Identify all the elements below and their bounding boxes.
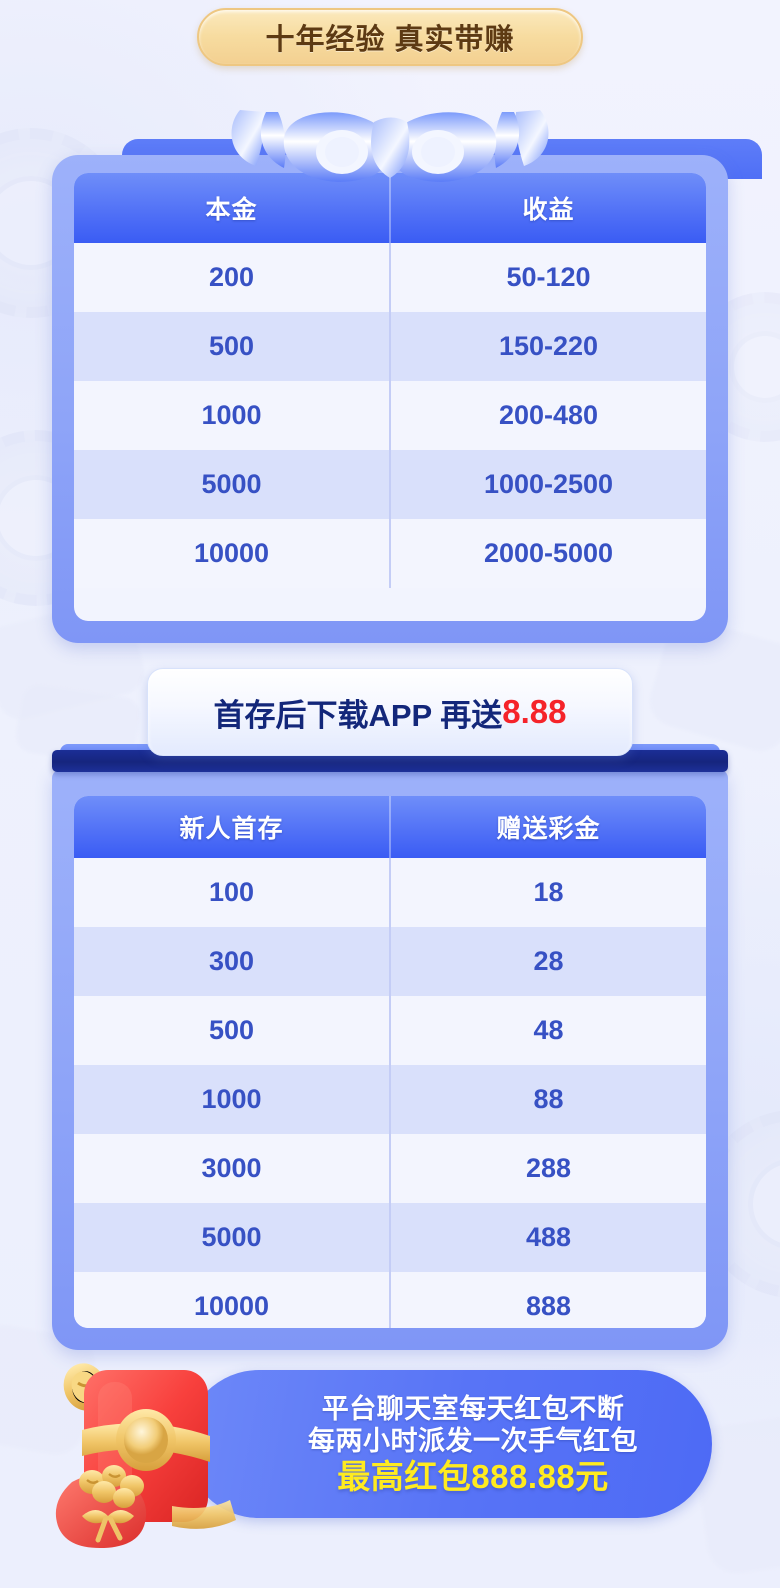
ribbon-bow-icon xyxy=(222,104,558,196)
table-row: 300 28 xyxy=(74,927,706,996)
cell-bonus: 88 xyxy=(390,1065,706,1134)
cell-earnings: 2000-5000 xyxy=(390,519,706,588)
earnings-table: 本金 收益 200 50-120 500 150-220 1000 200-48… xyxy=(74,173,706,588)
cell-deposit: 1000 xyxy=(74,1065,391,1134)
column-header-bonus: 赠送彩金 xyxy=(390,796,706,858)
earnings-table-card: 本金 收益 200 50-120 500 150-220 1000 200-48… xyxy=(52,139,762,643)
redpacket-line-3: 最高红包888.88元 xyxy=(337,1458,609,1496)
table-row: 1000 88 xyxy=(74,1065,706,1134)
deposit-bonus-table-card: 新人首存 赠送彩金 100 18 300 28 500 48 100 xyxy=(52,770,728,1350)
table-row: 200 50-120 xyxy=(74,243,706,312)
card-inner: 本金 收益 200 50-120 500 150-220 1000 200-48… xyxy=(74,173,706,621)
redpacket-line-1: 平台聊天室每天红包不断 xyxy=(321,1393,625,1424)
table-row: 3000 288 xyxy=(74,1134,706,1203)
deposit-bonus-table: 新人首存 赠送彩金 100 18 300 28 500 48 100 xyxy=(74,796,706,1328)
promo-banner-amount: 8.88 xyxy=(502,693,567,730)
cell-earnings: 150-220 xyxy=(390,312,706,381)
redpacket-banner: 平台聊天室每天红包不断 每两小时派发一次手气红包 最高红包888.88元 xyxy=(52,1356,728,1574)
table-row: 10000 2000-5000 xyxy=(74,519,706,588)
cell-deposit: 3000 xyxy=(74,1134,391,1203)
cell-deposit: 100 xyxy=(74,858,391,927)
cell-principal: 200 xyxy=(74,243,391,312)
table-row: 5000 1000-2500 xyxy=(74,450,706,519)
cell-bonus: 888 xyxy=(390,1272,706,1328)
cell-deposit: 10000 xyxy=(74,1272,391,1328)
table-header-row: 新人首存 赠送彩金 xyxy=(74,796,706,858)
cell-bonus: 28 xyxy=(390,927,706,996)
table-row: 10000 888 xyxy=(74,1272,706,1328)
redpacket-text-group: 平台聊天室每天红包不断 每两小时派发一次手气红包 最高红包888.88元 xyxy=(238,1378,708,1512)
cell-principal: 500 xyxy=(74,312,391,381)
card-inner: 新人首存 赠送彩金 100 18 300 28 500 48 100 xyxy=(74,796,706,1328)
cell-bonus: 48 xyxy=(390,996,706,1065)
cell-earnings: 50-120 xyxy=(390,243,706,312)
cell-principal: 10000 xyxy=(74,519,391,588)
cell-principal: 5000 xyxy=(74,450,391,519)
headline-banner: 十年经验 真实带赚 xyxy=(197,8,583,66)
column-header-principal: 本金 xyxy=(74,173,391,243)
headline-text: 十年经验 真实带赚 xyxy=(265,24,515,56)
cell-bonus: 288 xyxy=(390,1134,706,1203)
cell-earnings: 200-480 xyxy=(390,381,706,450)
cell-bonus: 18 xyxy=(390,858,706,927)
cell-bonus: 488 xyxy=(390,1203,706,1272)
table-row: 500 48 xyxy=(74,996,706,1065)
promo-banner-group: 首存后下载APP 再送 8.88 xyxy=(52,668,728,784)
cell-principal: 1000 xyxy=(74,381,391,450)
table-row: 500 150-220 xyxy=(74,312,706,381)
promo-banner: 首存后下载APP 再送 8.88 xyxy=(147,668,633,756)
cell-deposit: 500 xyxy=(74,996,391,1065)
column-header-earnings: 收益 xyxy=(390,173,706,243)
bag-coins xyxy=(79,1465,144,1508)
table-row: 100 18 xyxy=(74,858,706,927)
promo-banner-text: 首存后下载APP 再送 xyxy=(213,697,503,733)
table-row: 1000 200-480 xyxy=(74,381,706,450)
table-header-row: 本金 收益 xyxy=(74,173,706,243)
red-envelope-icon xyxy=(54,1356,244,1552)
redpacket-line-2: 每两小时派发一次手气红包 xyxy=(308,1425,638,1456)
cell-deposit: 300 xyxy=(74,927,391,996)
cell-deposit: 5000 xyxy=(74,1203,391,1272)
table-row: 5000 488 xyxy=(74,1203,706,1272)
column-header-first-deposit: 新人首存 xyxy=(74,796,391,858)
cell-earnings: 1000-2500 xyxy=(390,450,706,519)
redpacket-pill xyxy=(185,1370,712,1518)
